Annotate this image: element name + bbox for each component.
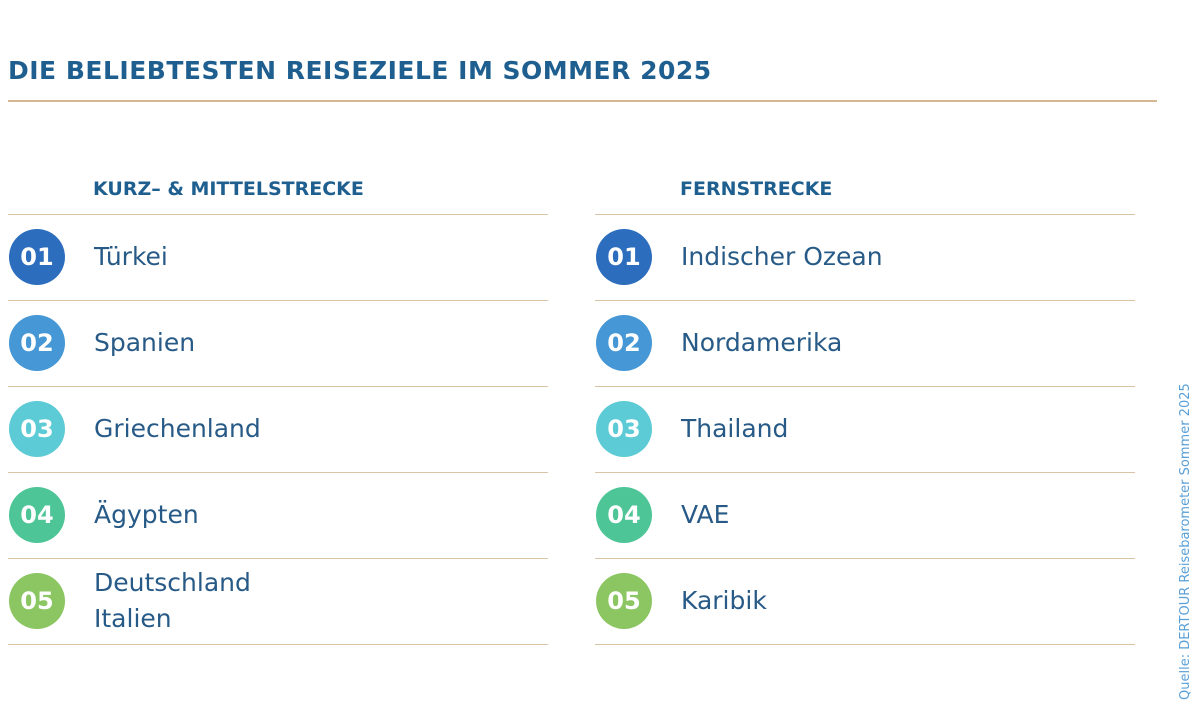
list-heading: KURZ– & MITTELSTRECKE	[93, 178, 364, 200]
source: Quelle: DERTOUR Reisebarometer Sommer 20…	[1178, 383, 1193, 700]
row-divider	[595, 558, 1135, 559]
destination-name: Nordamerika	[681, 328, 843, 357]
destination-name: Italien	[94, 604, 172, 633]
rank-badge: 01	[596, 229, 652, 285]
row-divider	[595, 386, 1135, 387]
rank-badge: 03	[596, 401, 652, 457]
destination-name: Griechenland	[94, 414, 261, 443]
rank-badge: 03	[9, 401, 65, 457]
destination: Karibik	[681, 558, 1121, 644]
destination: Thailand	[681, 386, 1121, 472]
row-divider	[8, 558, 548, 559]
destination: Deutschland Italien	[94, 558, 534, 644]
destination: VAE	[681, 472, 1121, 558]
row-divider	[595, 472, 1135, 473]
destination-name: Türkei	[94, 242, 168, 271]
destination: Nordamerika	[681, 300, 1121, 386]
row-divider	[595, 300, 1135, 301]
destination: Indischer Ozean	[681, 214, 1121, 300]
destination-name: Thailand	[681, 414, 789, 443]
destination: Griechenland	[94, 386, 534, 472]
rank-badge: 02	[596, 315, 652, 371]
rank-badge: 04	[9, 487, 65, 543]
title-rule	[8, 100, 1157, 102]
row-divider	[595, 644, 1135, 645]
destination-name: Indischer Ozean	[681, 242, 883, 271]
destination-name: Deutschland	[94, 568, 251, 597]
destination-name: VAE	[681, 500, 730, 529]
title: DIE BELIEBTESTEN REISEZIELE IM SOMMER 20…	[8, 56, 712, 85]
row-divider	[8, 300, 548, 301]
rank-badge: 02	[9, 315, 65, 371]
list-heading: FERNSTRECKE	[680, 178, 833, 200]
destination: Ägypten	[94, 472, 534, 558]
destination: Spanien	[94, 300, 534, 386]
row-divider	[8, 644, 548, 645]
destination: Türkei	[94, 214, 534, 300]
row-divider	[8, 214, 548, 215]
destination-name: Karibik	[681, 586, 767, 615]
row-divider	[8, 386, 548, 387]
row-divider	[8, 472, 548, 473]
row-divider	[595, 214, 1135, 215]
rank-badge: 05	[596, 573, 652, 629]
destination-name: Spanien	[94, 328, 196, 357]
rank-badge: 04	[596, 487, 652, 543]
rank-badge: 05	[9, 573, 65, 629]
rank-badge: 01	[9, 229, 65, 285]
destination-name: Ägypten	[94, 500, 199, 529]
